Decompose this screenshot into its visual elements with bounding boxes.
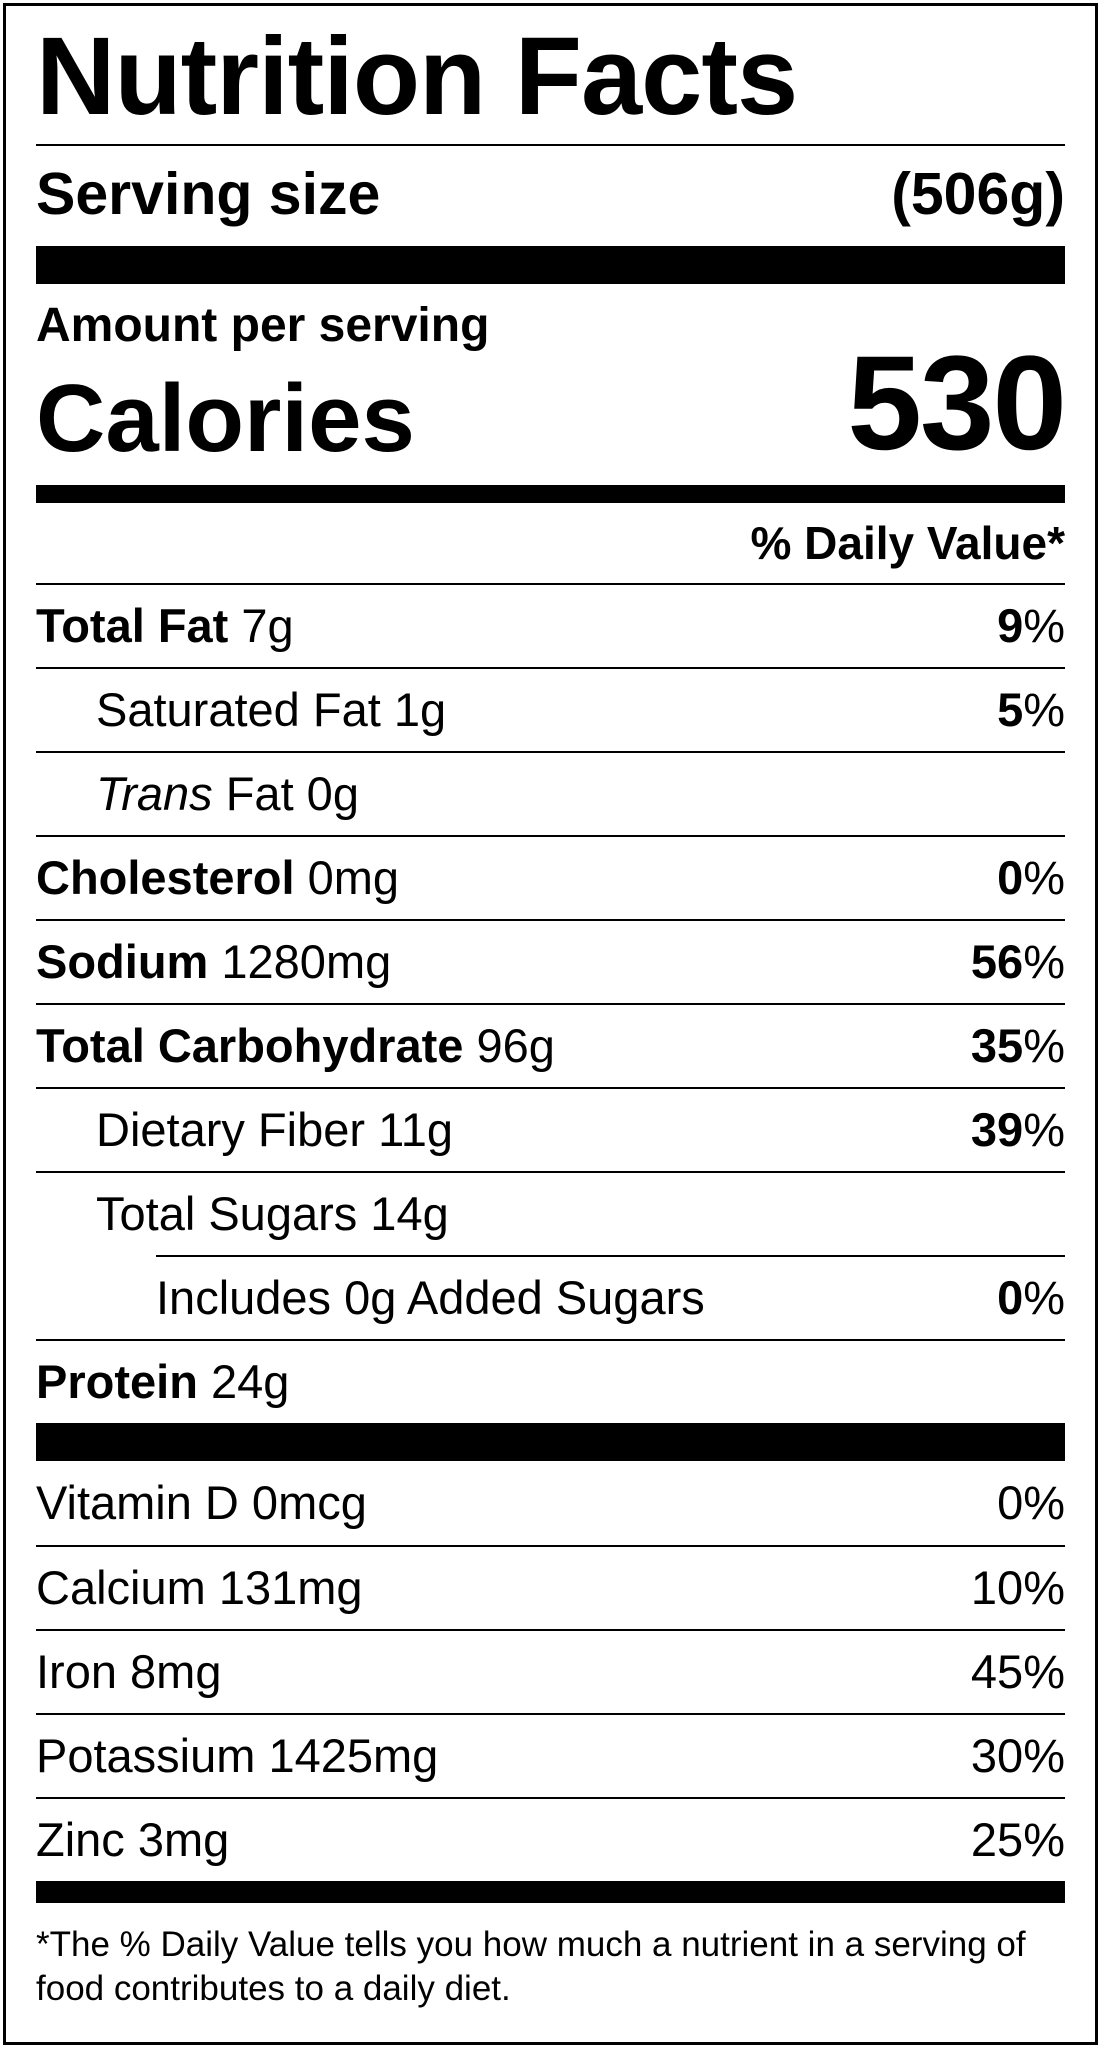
nutrient-row-trans-fat: Trans Fat 0g bbox=[36, 750, 1065, 835]
nutrient-dv: 0 bbox=[997, 1271, 1024, 1325]
medium-divider bbox=[36, 484, 1065, 503]
percent-sign: % bbox=[1023, 683, 1065, 737]
nutrient-name-italic: Trans bbox=[96, 767, 213, 821]
vitamin-row: Vitamin D 0mcg 0% bbox=[36, 1461, 1065, 1545]
percent-sign: % bbox=[1023, 1271, 1065, 1325]
nutrient-amount: 7g bbox=[228, 599, 294, 653]
vitamin-row: Potassium 1425mg 30% bbox=[36, 1712, 1065, 1797]
nutrient-dv: 5 bbox=[997, 683, 1024, 737]
nutrition-label: Nutrition Facts Serving size (506g) Amou… bbox=[3, 3, 1098, 2045]
percent-sign: % bbox=[1023, 599, 1065, 653]
nutrient-amount: 1280mg bbox=[208, 935, 392, 989]
vitamin-name: Iron 8mg bbox=[36, 1645, 222, 1699]
vitamin-row: Zinc 3mg 25% bbox=[36, 1796, 1065, 1881]
vitamin-dv: 45% bbox=[970, 1645, 1065, 1699]
nutrient-row-total-fat: Total Fat 7g 9% bbox=[36, 582, 1065, 667]
nutrient-dv: 0 bbox=[997, 851, 1024, 905]
nutrient-row-total-carbohydrate: Total Carbohydrate 96g 35% bbox=[36, 1002, 1065, 1087]
nutrient-name: Total Carbohydrate bbox=[36, 1019, 464, 1073]
bottom-divider bbox=[36, 1880, 1065, 1903]
nutrient-name: Total Fat bbox=[36, 599, 229, 653]
nutrient-name: Protein bbox=[36, 1355, 198, 1409]
vitamin-name: Potassium 1425mg bbox=[36, 1729, 439, 1783]
nutrient-name: Includes 0g Added Sugars bbox=[156, 1271, 705, 1325]
percent-sign: % bbox=[1023, 1103, 1065, 1157]
nutrient-row-added-sugars: Includes 0g Added Sugars 0% bbox=[156, 1254, 1065, 1339]
calories-value: 530 bbox=[847, 328, 1067, 478]
vitamin-name: Zinc 3mg bbox=[36, 1813, 230, 1867]
nutrient-name: Dietary Fiber 11g bbox=[96, 1103, 453, 1157]
serving-size-label: Serving size bbox=[36, 161, 381, 227]
nutrient-amount: 24g bbox=[197, 1355, 290, 1409]
percent-sign: % bbox=[1023, 851, 1065, 905]
nutrient-dv: 35 bbox=[970, 1019, 1024, 1073]
vitamin-row: Calcium 131mg 10% bbox=[36, 1544, 1065, 1629]
calories-row: Calories 530 bbox=[36, 336, 1067, 472]
thick-divider bbox=[36, 1422, 1065, 1461]
serving-size-value: (506g) bbox=[891, 161, 1065, 227]
daily-value-header: % Daily Value* bbox=[750, 516, 1066, 569]
percent-sign: % bbox=[1023, 1019, 1065, 1073]
nutrient-row-total-sugars: Total Sugars 14g bbox=[36, 1170, 1065, 1255]
vitamin-row: Iron 8mg 45% bbox=[36, 1628, 1065, 1713]
nutrient-row-protein: Protein 24g bbox=[36, 1338, 1065, 1423]
vitamin-dv: 0% bbox=[997, 1476, 1065, 1530]
nutrient-dv: 56 bbox=[970, 935, 1024, 989]
vitamin-dv: 30% bbox=[970, 1729, 1065, 1783]
amount-per-serving: Amount per serving bbox=[36, 299, 490, 352]
nutrient-name: Cholesterol bbox=[36, 851, 295, 905]
footnote: *The % Daily Value tells you how much a … bbox=[36, 1924, 1026, 2008]
nutrient-name: Sodium bbox=[36, 935, 209, 989]
nutrient-dv: 9 bbox=[997, 599, 1024, 653]
nutrient-row-saturated-fat: Saturated Fat 1g 5% bbox=[36, 666, 1065, 751]
nutrient-dv: 39 bbox=[970, 1103, 1024, 1157]
vitamin-name: Calcium 131mg bbox=[36, 1561, 363, 1615]
nutrient-amount: Fat 0g bbox=[212, 767, 359, 821]
nutrient-amount: 96g bbox=[463, 1019, 555, 1073]
vitamin-dv: 10% bbox=[970, 1561, 1065, 1615]
vitamin-dv: 25% bbox=[970, 1813, 1065, 1867]
percent-sign: % bbox=[1023, 935, 1065, 989]
nutrient-row-dietary-fiber: Dietary Fiber 11g 39% bbox=[36, 1086, 1065, 1171]
nutrient-row-cholesterol: Cholesterol 0mg 0% bbox=[36, 834, 1065, 919]
nutrient-amount: 0mg bbox=[294, 851, 400, 905]
serving-size-row: Serving size (506g) bbox=[36, 146, 1065, 246]
nutrient-row-sodium: Sodium 1280mg 56% bbox=[36, 918, 1065, 1003]
nutrient-name: Saturated Fat 1g bbox=[96, 683, 447, 737]
thick-divider bbox=[36, 246, 1065, 284]
nutrient-name: Total Sugars 14g bbox=[96, 1187, 449, 1241]
vitamin-name: Vitamin D 0mcg bbox=[36, 1476, 367, 1530]
divider bbox=[36, 144, 1065, 146]
label-title: Nutrition Facts bbox=[36, 15, 798, 138]
calories-label: Calories bbox=[36, 364, 415, 472]
